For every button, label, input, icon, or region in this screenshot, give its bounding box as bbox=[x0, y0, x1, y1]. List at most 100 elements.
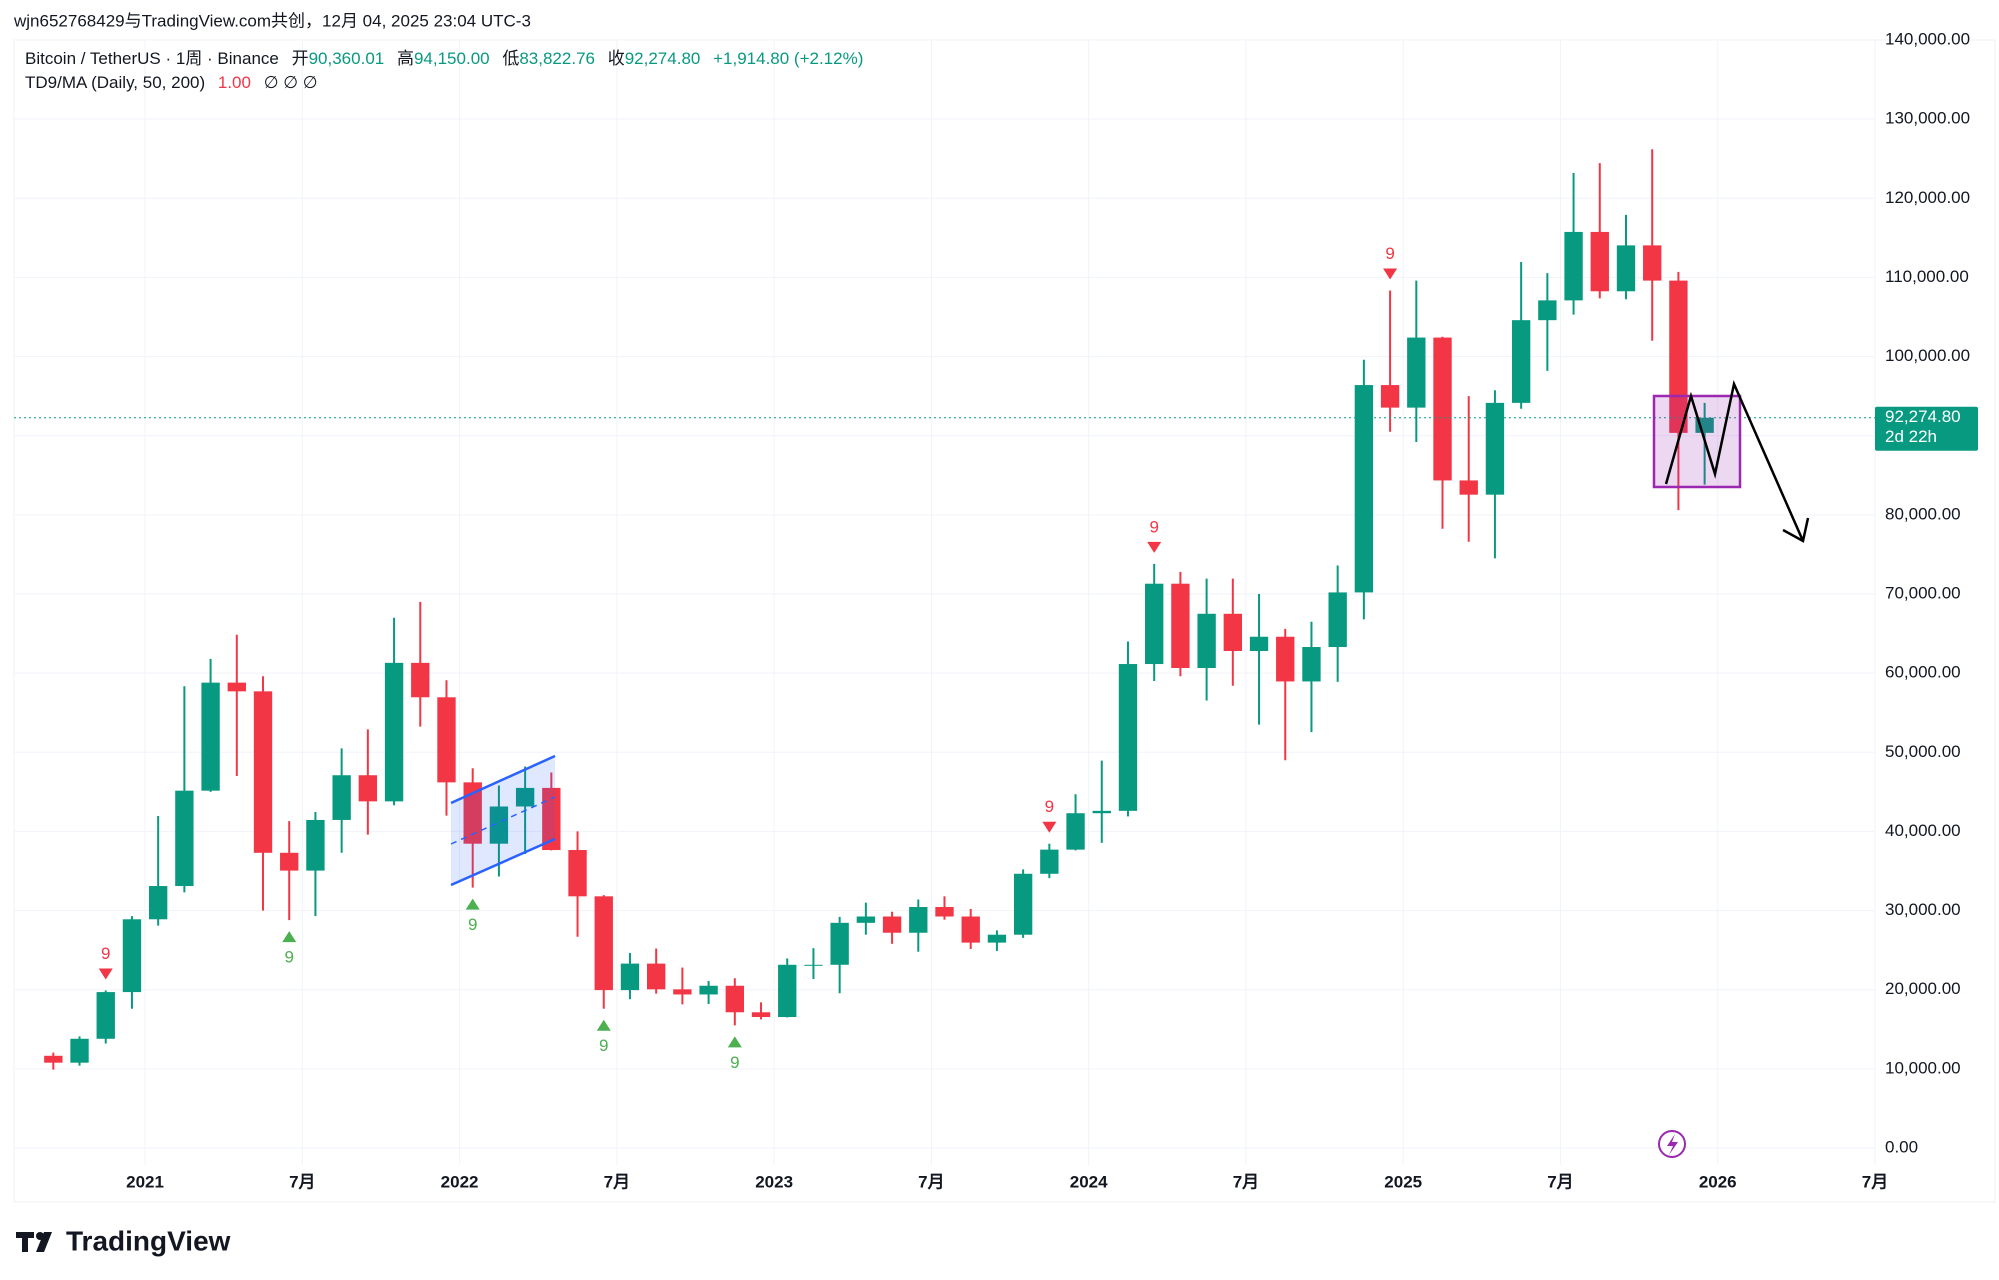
candle-body bbox=[699, 985, 718, 995]
candle-body bbox=[1013, 873, 1033, 935]
logo-dot bbox=[36, 1232, 44, 1240]
y-tick-label: 40,000.00 bbox=[1885, 821, 1961, 840]
candle-body bbox=[175, 790, 194, 887]
y-tick-label: 50,000.00 bbox=[1885, 742, 1961, 761]
candle-body bbox=[1511, 320, 1531, 403]
projection-arrowhead bbox=[1782, 517, 1810, 543]
candle-body bbox=[542, 787, 561, 851]
candle-body bbox=[122, 919, 142, 993]
alert-icon[interactable] bbox=[1658, 1130, 1686, 1158]
td9-marker bbox=[1147, 541, 1162, 553]
open-label: 开 bbox=[292, 49, 309, 68]
td9-label: 9 bbox=[468, 915, 477, 934]
td9-label: 9 bbox=[599, 1036, 608, 1055]
candle-body bbox=[751, 1012, 771, 1018]
x-tick-label: 2022 bbox=[441, 1172, 479, 1191]
candle-body bbox=[1040, 849, 1059, 874]
close-label: 收 bbox=[608, 49, 625, 68]
td9-marker bbox=[465, 898, 480, 910]
candle-body bbox=[201, 682, 220, 791]
candle-body bbox=[856, 916, 876, 923]
candle-body bbox=[253, 691, 273, 853]
y-tick-label: 110,000.00 bbox=[1885, 267, 1969, 286]
price-countdown: 2d 22h bbox=[1885, 427, 1937, 446]
y-tick-label: 30,000.00 bbox=[1885, 900, 1961, 919]
x-tick-label: 7月 bbox=[1862, 1172, 1888, 1191]
candle-body bbox=[1171, 583, 1190, 668]
x-tick-label: 7月 bbox=[918, 1172, 944, 1191]
td9-marker bbox=[596, 1019, 611, 1031]
y-tick-label: 70,000.00 bbox=[1885, 583, 1961, 602]
candle-body bbox=[830, 922, 849, 965]
x-tick-label: 2023 bbox=[755, 1172, 793, 1191]
td9-label: 9 bbox=[284, 948, 293, 967]
candle-body bbox=[987, 934, 1007, 943]
candle-body bbox=[1564, 231, 1583, 301]
y-tick-label: 10,000.00 bbox=[1885, 1058, 1961, 1077]
alert-bolt bbox=[1667, 1134, 1678, 1155]
candle-body bbox=[1485, 402, 1505, 495]
candle-body bbox=[148, 886, 168, 920]
y-tick-label: 140,000.00 bbox=[1885, 29, 1970, 48]
candle-body bbox=[1380, 385, 1400, 408]
td9-marker bbox=[1383, 268, 1398, 280]
y-tick-label: 130,000.00 bbox=[1885, 109, 1970, 128]
candle-body bbox=[594, 896, 613, 991]
td9-label: 9 bbox=[1385, 244, 1394, 263]
candle-body bbox=[332, 775, 351, 820]
channel-bottom bbox=[450, 837, 556, 887]
y-tick-label: 20,000.00 bbox=[1885, 979, 1961, 998]
x-tick-label: 7月 bbox=[604, 1172, 630, 1191]
td9-label: 9 bbox=[1149, 517, 1158, 536]
candle-body bbox=[1354, 385, 1374, 593]
candle-body bbox=[1590, 231, 1609, 292]
indicator: TD9/MA (Daily, 50, 200) bbox=[25, 73, 205, 92]
candle-body bbox=[1433, 337, 1452, 481]
candle-body bbox=[1459, 480, 1478, 495]
td9-marker bbox=[282, 931, 297, 943]
td9-label: 9 bbox=[730, 1053, 739, 1072]
plot: 9 9 9 9 9 9 9 9 bbox=[14, 149, 1875, 1072]
candle-body bbox=[227, 682, 246, 692]
candle-body bbox=[778, 964, 797, 1018]
candle-body bbox=[935, 907, 954, 917]
candle-body bbox=[647, 963, 666, 990]
indicator-value: 1.00 bbox=[218, 73, 251, 92]
candle-body bbox=[725, 985, 744, 1013]
price-label-box bbox=[1875, 406, 1978, 451]
logo: TradingView bbox=[16, 1225, 231, 1256]
candle-body bbox=[384, 662, 404, 802]
candle-body bbox=[358, 775, 378, 802]
chart-frame bbox=[13, 39, 1996, 1203]
y-tick-label: 100,000.00 bbox=[1885, 346, 1970, 365]
candle-body bbox=[70, 1038, 89, 1063]
td9-marker bbox=[98, 968, 113, 980]
candle-body bbox=[306, 819, 325, 871]
candle-body bbox=[1145, 583, 1164, 665]
change: +1,914.80 (+2.12%) bbox=[713, 49, 863, 68]
candle-body bbox=[280, 852, 299, 871]
price-label: 92,274.80 bbox=[1885, 407, 1961, 426]
watermark: wjn652768429与TradingView.com共创，12月 04, 2… bbox=[13, 11, 531, 30]
candle-body bbox=[437, 697, 456, 783]
y-tick-label: 120,000.00 bbox=[1885, 188, 1970, 207]
candle-body bbox=[1197, 613, 1216, 668]
indicator-flags: ∅ ∅ ∅ bbox=[264, 73, 318, 92]
candle-body bbox=[489, 806, 509, 844]
candle-body bbox=[961, 916, 980, 943]
candle-body bbox=[568, 850, 587, 897]
candle-body bbox=[411, 662, 430, 698]
x-tick-label: 7月 bbox=[1547, 1172, 1573, 1191]
logo-text: TradingView bbox=[66, 1225, 231, 1256]
td9-label: 9 bbox=[101, 944, 110, 963]
candle-body bbox=[620, 963, 640, 991]
candle-body bbox=[673, 989, 692, 995]
td9-label: 9 bbox=[1045, 797, 1054, 816]
legend-line: Bitcoin / TetherUS · 1周 · Binance 开90,36… bbox=[25, 49, 863, 68]
y-tick-label: 60,000.00 bbox=[1885, 663, 1961, 682]
indicator-line: TD9/MA (Daily, 50, 200) 1.00 ∅ ∅ ∅ bbox=[25, 73, 318, 92]
logo-mark bbox=[16, 1232, 52, 1252]
candle-body bbox=[1276, 636, 1295, 682]
